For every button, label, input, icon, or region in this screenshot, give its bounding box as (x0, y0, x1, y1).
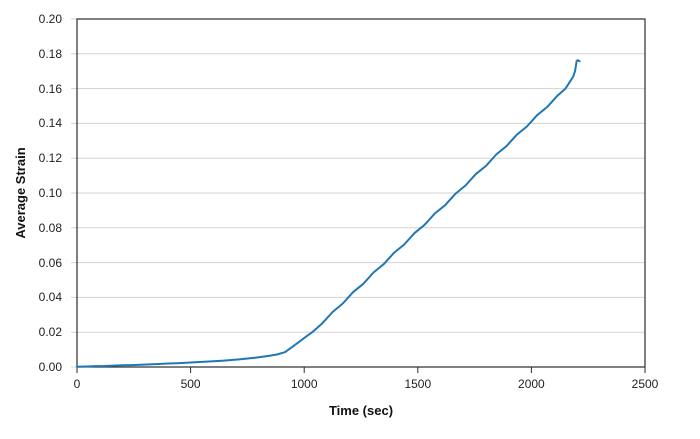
x-tick-label: 1500 (404, 377, 432, 391)
y-tick-label: 0.12 (38, 151, 62, 166)
y-tick-label: 0.00 (38, 360, 62, 374)
y-tick-label: 0.06 (38, 255, 62, 270)
x-tick-label: 500 (180, 377, 201, 391)
x-tick-label: 2500 (631, 377, 659, 391)
y-tick-label: 0.02 (38, 325, 62, 340)
y-tick-label: 0.14 (38, 116, 62, 131)
y-tick-label: 0.18 (38, 46, 62, 61)
y-tick-label: 0.10 (38, 186, 62, 200)
y-tick-label: 0.04 (38, 290, 62, 305)
x-tick-label: 2000 (518, 377, 545, 391)
y-tick-label: 0.20 (38, 12, 62, 26)
y-tick-label: 0.08 (38, 220, 62, 235)
x-tick-label: 0 (73, 377, 81, 391)
axis-border (76, 18, 646, 368)
y-axis-title: Average Strain (13, 147, 28, 239)
y-tick-label: 0.16 (38, 81, 62, 96)
x-axis-title: Time (sec) (328, 403, 394, 418)
x-tick-label: 1000 (290, 377, 318, 391)
series-line (76, 59, 581, 368)
